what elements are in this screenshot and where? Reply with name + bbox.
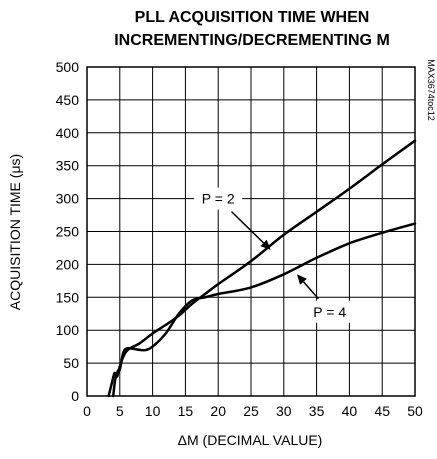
y-tick-label: 500 (56, 59, 80, 75)
annotations-group: P = 2 P = 4 (194, 187, 354, 323)
x-tick-label: 20 (210, 403, 226, 419)
series-line-2 (111, 222, 417, 398)
y-tick-label: 50 (63, 355, 79, 371)
annotation-arrowhead (260, 239, 271, 250)
x-tick-label: 10 (145, 403, 161, 419)
y-tick-label: 200 (56, 256, 80, 272)
x-tick-label: 40 (342, 403, 358, 419)
y-axis-label: ACQUISITION TIME (μs) (7, 154, 23, 310)
x-tick-label: 35 (309, 403, 325, 419)
annotation-label-bg (305, 300, 354, 323)
watermark: MAX3674toc12 (426, 59, 436, 121)
x-tick-label: 45 (374, 403, 390, 419)
x-tick-label: 15 (178, 403, 194, 419)
x-tick-label: 50 (407, 403, 423, 419)
x-axis-label: ΔM (DECIMAL VALUE) (178, 432, 323, 448)
annotation-label-bg (194, 187, 243, 210)
y-tick-label: 250 (56, 224, 80, 240)
chart-title-line-1: PLL ACQUISITION TIME WHEN (135, 9, 370, 26)
y-tick-label: 150 (56, 289, 80, 305)
series-line-1 (107, 139, 417, 398)
x-tick-label: 30 (276, 403, 292, 419)
y-tick-label: 300 (56, 191, 80, 207)
series-group (107, 139, 417, 398)
y-tick-label: 350 (56, 158, 80, 174)
y-axis-ticks: 0 50 100 150 200 250 300 350 400 450 500 (56, 59, 80, 404)
x-tick-label: 0 (83, 403, 91, 419)
y-tick-label: 400 (56, 125, 80, 141)
annotation-arrow-line (302, 281, 319, 300)
y-tick-label: 450 (56, 92, 80, 108)
annotation-label-2: P = 4 (313, 304, 346, 320)
x-tick-label: 5 (116, 403, 124, 419)
x-axis-ticks: 0 5 10 15 20 25 30 35 40 45 50 (83, 403, 423, 419)
annotation-label-1: P = 2 (202, 191, 235, 207)
y-tick-label: 0 (71, 388, 79, 404)
annotation-arrowhead (296, 274, 307, 285)
annotation-arrow-line (230, 211, 265, 244)
y-tick-label: 100 (56, 322, 80, 338)
x-tick-label: 25 (243, 403, 259, 419)
plot-frame (86, 66, 416, 397)
chart-title-line-2: INCREMENTING/DECREMENTING M (114, 32, 390, 49)
